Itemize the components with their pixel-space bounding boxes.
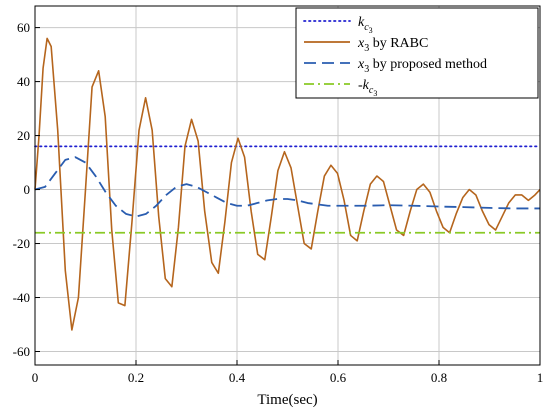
y-tick-label: 0 — [24, 182, 31, 197]
x-tick-label: 0.4 — [229, 370, 246, 385]
series-line-2 — [34, 156, 540, 218]
legend-entry-label: -kc3 — [358, 78, 377, 98]
y-tick-label: 40 — [17, 74, 30, 89]
series-layer — [34, 37, 541, 331]
y-tick-label: -20 — [13, 236, 30, 251]
plot-frame — [34, 5, 541, 366]
y-tick-label: -40 — [13, 290, 30, 305]
x-tick-label: 1 — [537, 370, 544, 385]
legend-entry-label: x3 by proposed method — [357, 57, 487, 75]
series-line-1 — [34, 37, 541, 331]
y-tick-label: 20 — [17, 128, 30, 143]
x-tick-label: 0.2 — [128, 370, 144, 385]
y-tick-label: 60 — [17, 20, 30, 35]
axis-ticks: 0 0.2 0.4 0.6 0.8 1 -60 -40 -20 0 20 40 60 — [13, 20, 544, 385]
x-tick-label: 0 — [32, 370, 39, 385]
legend-entry-label: kc3 — [358, 15, 373, 35]
legend-box — [295, 7, 539, 99]
x-tick-label: 0.8 — [431, 370, 447, 385]
y-tick-label: -60 — [13, 344, 30, 359]
x-tick-label: 0.6 — [330, 370, 347, 385]
x-axis-label: Time(sec) — [257, 392, 317, 408]
legend-entry-label: x3 by RABC — [357, 36, 428, 54]
